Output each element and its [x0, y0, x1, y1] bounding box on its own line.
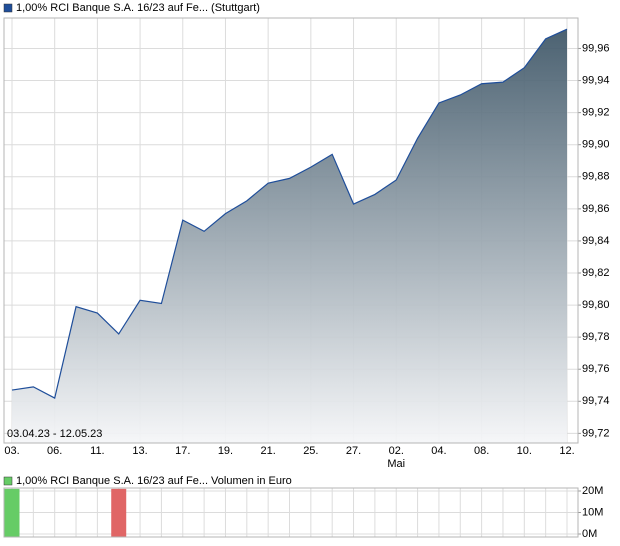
y-tick-label: 99,82 — [582, 267, 610, 279]
legend-title: 1,00% RCI Banque S.A. 16/23 auf Fe... Vo… — [16, 475, 292, 487]
y-tick-label: 99,72 — [582, 427, 610, 439]
y-tick-label: 99,86 — [582, 203, 610, 215]
y-tick-label: 20M — [582, 485, 603, 497]
y-tick-label: 99,80 — [582, 299, 610, 311]
y-tick-label: 99,90 — [582, 139, 610, 151]
x-tick-label: 21. — [261, 445, 276, 457]
x-tick-label: 17. — [175, 445, 190, 457]
x-tick-label: 02. — [389, 445, 404, 457]
y-tick-label: 99,74 — [582, 395, 610, 407]
y-tick-label: 99,84 — [582, 235, 610, 247]
x-tick-label: 11. — [90, 445, 104, 457]
line — [11, 28, 568, 399]
y-tick-label: 99,78 — [582, 331, 610, 343]
y-tick-label: 99,88 — [582, 171, 610, 183]
volume-bar — [111, 488, 127, 537]
x-tick-label: 04. — [431, 445, 446, 457]
area — [12, 29, 567, 443]
x-tick-label: 25. — [303, 445, 318, 457]
plot-frame — [3, 487, 579, 538]
x-tick-label: 12. — [559, 445, 574, 457]
x-tick-label: 10. — [517, 445, 532, 457]
x-tick-label: 08. — [474, 445, 489, 457]
legend-title: 1,00% RCI Banque S.A. 16/23 auf Fe... (S… — [16, 2, 260, 14]
x-tick-label: 06. — [47, 445, 62, 457]
x-tick-label: 13. — [132, 445, 147, 457]
y-tick-label: 0M — [582, 528, 597, 540]
date-range: 03.04.23 - 12.05.23 — [7, 428, 102, 440]
x-tick-label: 03. — [4, 445, 19, 457]
volume-bar — [4, 488, 20, 537]
y-tick-label: 99,76 — [582, 363, 610, 375]
y-tick-label: 10M — [582, 506, 603, 518]
x-tick-label: 19. — [218, 445, 233, 457]
legend-swatch — [3, 3, 13, 13]
x-sublabel: Mai — [387, 458, 405, 470]
legend-swatch — [3, 476, 13, 486]
y-tick-label: 99,96 — [582, 42, 610, 54]
plot-frame — [3, 17, 579, 444]
y-tick-label: 99,92 — [582, 107, 610, 119]
y-tick-label: 99,94 — [582, 74, 610, 86]
x-tick-label: 27. — [346, 445, 361, 457]
